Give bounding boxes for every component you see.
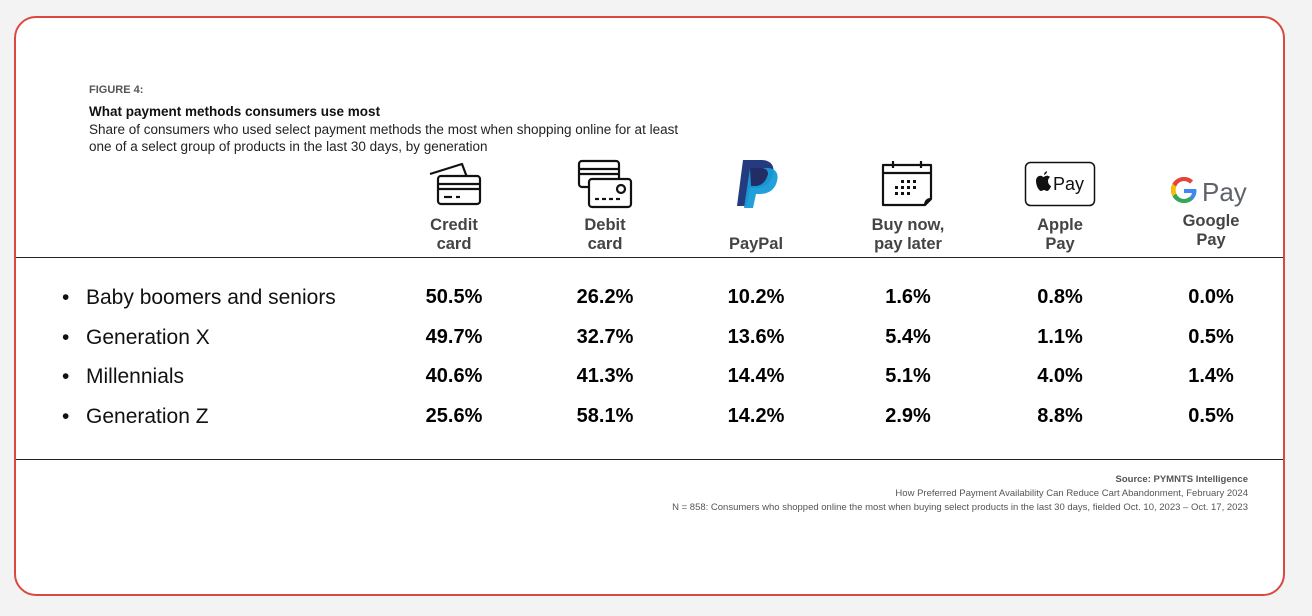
- column-label: Apple Pay: [1037, 216, 1083, 253]
- google-pay-icon: Pay: [1151, 164, 1271, 216]
- table-cell: 32.7%: [576, 326, 634, 348]
- table-cell: 58.1%: [576, 405, 634, 427]
- table-cell: 41.3%: [576, 365, 634, 387]
- paypal-icon: [696, 158, 816, 210]
- column-header-apple-pay: Pay Apple Pay: [1000, 158, 1120, 254]
- figure-card: FIGURE 4: What payment methods consumers…: [14, 16, 1285, 596]
- footer-divider: [16, 459, 1283, 460]
- figure-title: What payment methods consumers use most: [89, 104, 381, 119]
- table-cell: 50.5%: [425, 286, 483, 308]
- source-methodology: N = 858: Consumers who shopped online th…: [672, 502, 1248, 513]
- table-cell: 40.6%: [425, 365, 483, 387]
- table-cell: 5.1%: [885, 365, 931, 387]
- figure-subtitle: Share of consumers who used select payme…: [89, 122, 679, 154]
- column-header-paypal: PayPal: [696, 158, 816, 254]
- table-cell: 1.4%: [1188, 365, 1234, 387]
- column-header-google-pay: Pay Google Pay: [1151, 158, 1271, 254]
- table-cell: 25.6%: [425, 405, 483, 427]
- table-cell: 26.2%: [576, 286, 634, 308]
- table-cell: 0.8%: [1037, 286, 1083, 308]
- header-divider: [16, 257, 1283, 258]
- row-label-baby-boomers: • Baby boomers and seniors: [62, 286, 336, 309]
- column-label: Buy now, pay later: [871, 216, 945, 253]
- column-label: Credit card: [430, 216, 478, 253]
- table-cell: 1.1%: [1037, 326, 1083, 348]
- table-cell: 49.7%: [425, 326, 483, 348]
- table-cell: 1.6%: [885, 286, 931, 308]
- debit-card-icon: [545, 158, 665, 210]
- source-report: How Preferred Payment Availability Can R…: [895, 488, 1248, 499]
- figure-label: FIGURE 4:: [89, 84, 144, 96]
- table-cell: 13.6%: [727, 326, 785, 348]
- column-header-buy-now-pay-later: Buy now, pay later: [848, 158, 968, 254]
- column-header-credit-card: Credit card: [394, 158, 514, 254]
- table-cell: 5.4%: [885, 326, 931, 348]
- table-cell: 2.9%: [885, 405, 931, 427]
- table-cell: 14.2%: [727, 405, 785, 427]
- column-header-debit-card: Debit card: [545, 158, 665, 254]
- table-cell: 0.5%: [1188, 405, 1234, 427]
- row-label-generation-x: • Generation X: [62, 326, 210, 349]
- google-pay-logo-text: Pay: [1202, 177, 1247, 207]
- table-cell: 14.4%: [727, 365, 785, 387]
- row-label-generation-z: • Generation Z: [62, 405, 209, 428]
- calendar-icon: [848, 158, 968, 210]
- column-label: PayPal: [728, 235, 784, 253]
- apple-pay-logo-text: Pay: [1053, 174, 1084, 194]
- column-label: Debit card: [584, 216, 626, 253]
- apple-pay-icon: Pay: [1000, 158, 1120, 210]
- source-label: Source: PYMNTS Intelligence: [1115, 474, 1249, 485]
- table-cell: 0.5%: [1188, 326, 1234, 348]
- table-cell: 10.2%: [727, 286, 785, 308]
- column-label: Google Pay: [1182, 212, 1240, 249]
- credit-card-icon: [394, 158, 514, 210]
- row-label-millennials: • Millennials: [62, 365, 185, 388]
- table-cell: 8.8%: [1037, 405, 1083, 427]
- table-cell: 0.0%: [1188, 286, 1234, 308]
- table-cell: 4.0%: [1037, 365, 1083, 387]
